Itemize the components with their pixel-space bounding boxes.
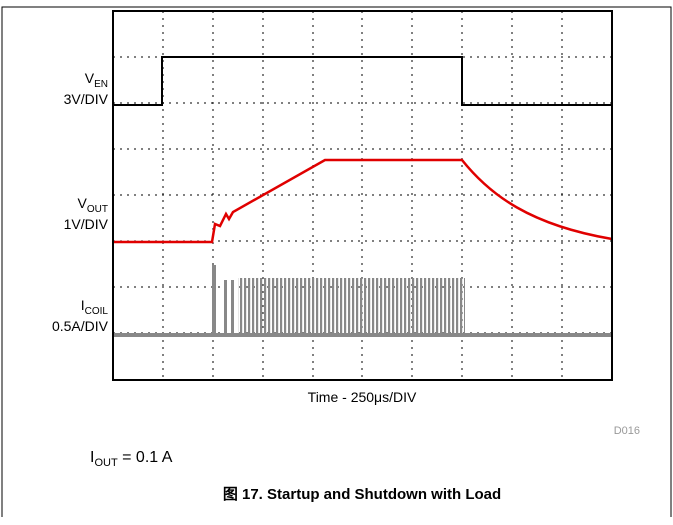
icoil-trace bbox=[113, 265, 612, 337]
condition: IOUT = 0.1 A bbox=[90, 449, 173, 469]
vout-trace bbox=[113, 158, 613, 244]
channel-scale: 0.5A/DIV bbox=[52, 318, 109, 334]
caption: 图 17. Startup and Shutdown with Load bbox=[223, 486, 501, 503]
x-axis-label: Time - 250μs/DIV bbox=[308, 389, 417, 405]
plot-border bbox=[112, 10, 613, 381]
channel-label: VOUT bbox=[78, 195, 108, 215]
channel-scale: 3V/DIV bbox=[64, 91, 109, 107]
channel-label: ICOIL bbox=[81, 297, 109, 317]
figure-id: D016 bbox=[614, 425, 640, 437]
frame bbox=[1, 6, 672, 517]
channel-scale: 1V/DIV bbox=[64, 216, 109, 232]
channel-label: VEN bbox=[85, 70, 108, 90]
ven-trace bbox=[113, 56, 612, 106]
